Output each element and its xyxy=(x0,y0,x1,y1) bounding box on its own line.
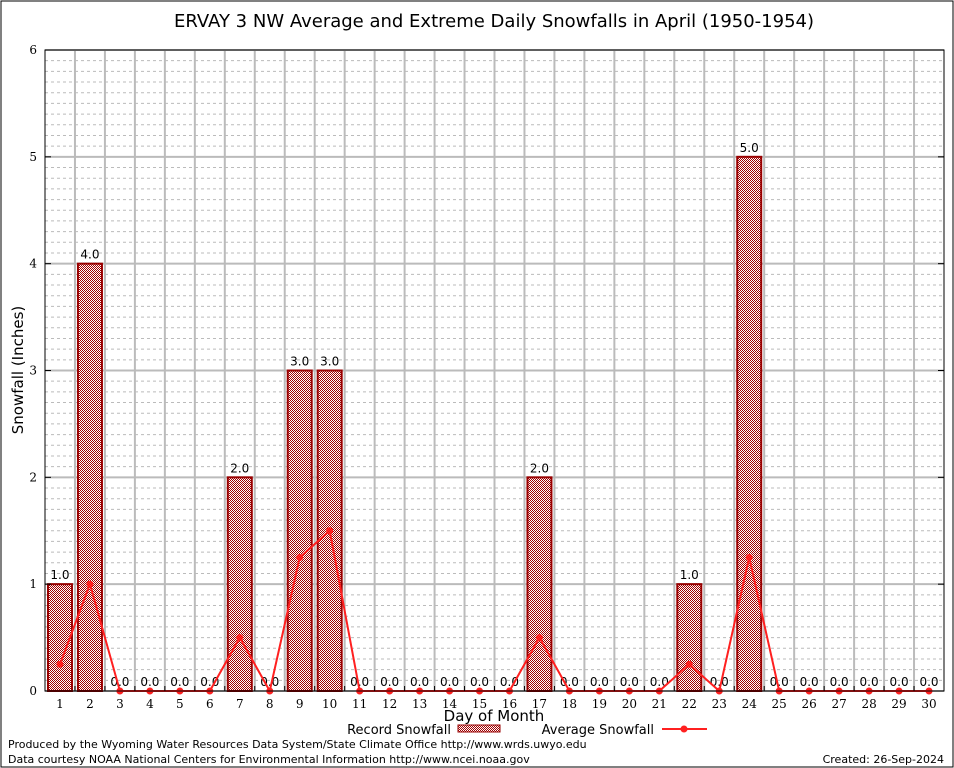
bar-value-label: 0.0 xyxy=(200,675,219,689)
y-tick-label: 5 xyxy=(29,150,37,164)
x-tick-label: 29 xyxy=(891,697,906,711)
bar-value-label: 2.0 xyxy=(530,461,549,475)
x-tick-label: 16 xyxy=(502,697,517,711)
x-tick-label: 7 xyxy=(236,697,244,711)
y-tick-label: 1 xyxy=(29,577,37,591)
bar-value-label: 3.0 xyxy=(290,355,309,369)
bar-value-label: 0.0 xyxy=(350,675,369,689)
x-tick-label: 25 xyxy=(772,697,787,711)
x-tick-label: 5 xyxy=(176,697,184,711)
average-point xyxy=(326,527,334,535)
record-bar xyxy=(526,476,553,693)
x-tick-label: 26 xyxy=(802,697,817,711)
bar-value-label: 5.0 xyxy=(740,141,759,155)
average-point xyxy=(56,660,64,668)
x-tick-label: 17 xyxy=(532,697,547,711)
bar-value-label: 0.0 xyxy=(890,675,909,689)
average-point xyxy=(685,660,693,668)
x-tick-label: 11 xyxy=(352,697,367,711)
chart-title: ERVAY 3 NW Average and Extreme Daily Sno… xyxy=(174,11,814,32)
x-tick-label: 9 xyxy=(296,697,304,711)
bar-value-label: 1.0 xyxy=(50,568,69,582)
bar-value-label: 0.0 xyxy=(110,675,129,689)
legend-average-marker xyxy=(680,725,688,733)
bar-value-label: 4.0 xyxy=(80,248,99,262)
x-tick-label: 14 xyxy=(442,697,458,711)
x-tick-label: 18 xyxy=(562,697,577,711)
y-tick-label: 6 xyxy=(29,43,37,57)
x-tick-label: 28 xyxy=(861,697,876,711)
bar-value-label: 0.0 xyxy=(770,675,789,689)
x-tick-label: 22 xyxy=(682,697,697,711)
x-tick-label: 13 xyxy=(412,697,427,711)
footer-courtesy: Data courtesy NOAA National Centers for … xyxy=(8,753,530,766)
x-tick-label: 21 xyxy=(652,697,667,711)
x-tick-label: 12 xyxy=(382,697,397,711)
x-tick-label: 10 xyxy=(322,697,337,711)
bar-value-label: 0.0 xyxy=(919,675,938,689)
average-point xyxy=(535,634,543,642)
y-tick-label: 4 xyxy=(29,257,37,271)
record-bar xyxy=(46,583,73,693)
bar-value-label: 0.0 xyxy=(560,675,579,689)
x-tick-label: 30 xyxy=(921,697,936,711)
y-tick-label: 2 xyxy=(29,470,37,484)
bar-value-label: 1.0 xyxy=(680,568,699,582)
legend-average-label: Average Snowfall xyxy=(542,723,654,738)
record-bar xyxy=(76,262,103,692)
x-tick-label: 6 xyxy=(206,697,214,711)
y-tick-label: 0 xyxy=(29,684,37,698)
bar-value-label: 0.0 xyxy=(170,675,189,689)
average-point xyxy=(236,634,244,642)
legend: Record Snowfall Average Snowfall xyxy=(347,723,707,738)
bar-value-label: 0.0 xyxy=(140,675,159,689)
bar-value-label: 0.0 xyxy=(590,675,609,689)
legend-record-swatch xyxy=(457,724,501,733)
legend-record-label: Record Snowfall xyxy=(347,723,451,738)
y-tick-label: 3 xyxy=(29,364,37,378)
bar-value-label: 0.0 xyxy=(410,675,429,689)
bar-value-label: 0.0 xyxy=(830,675,849,689)
x-tick-label: 23 xyxy=(712,697,727,711)
bar-value-label: 2.0 xyxy=(230,461,249,475)
bar-value-label: 0.0 xyxy=(860,675,879,689)
bar-value-label: 0.0 xyxy=(620,675,639,689)
average-point xyxy=(86,580,94,588)
x-tick-label: 15 xyxy=(472,697,487,711)
bar-value-label: 0.0 xyxy=(500,675,519,689)
bar-value-label: 0.0 xyxy=(470,675,489,689)
y-axis-label: Snowfall (Inches) xyxy=(9,306,27,434)
x-tick-label: 4 xyxy=(146,697,154,711)
bar-value-label: 0.0 xyxy=(440,675,459,689)
x-axis-label: Day of Month xyxy=(444,707,545,725)
bar-value-label: 0.0 xyxy=(800,675,819,689)
x-tick-label: 8 xyxy=(266,697,274,711)
bar-value-label: 3.0 xyxy=(320,355,339,369)
x-tick-label: 19 xyxy=(592,697,607,711)
record-bar xyxy=(736,155,763,693)
record-bar xyxy=(676,583,703,693)
plot-frame xyxy=(44,49,945,692)
x-tick-label: 27 xyxy=(831,697,846,711)
x-tick-label: 20 xyxy=(622,697,637,711)
footer-produced: Produced by the Wyoming Water Resources … xyxy=(8,738,587,751)
bar-value-label: 0.0 xyxy=(380,675,399,689)
x-tick-label: 1 xyxy=(56,697,64,711)
average-point xyxy=(296,553,304,561)
bar-value-label: 0.0 xyxy=(650,675,669,689)
x-tick-label: 3 xyxy=(116,697,124,711)
x-tick-label: 2 xyxy=(86,697,94,711)
average-point xyxy=(745,553,753,561)
record-bar xyxy=(286,369,313,692)
footer-created: Created: 26-Sep-2024 xyxy=(822,753,944,766)
bar-value-label: 0.0 xyxy=(260,675,279,689)
x-tick-label: 24 xyxy=(742,697,758,711)
record-bar xyxy=(226,476,253,693)
